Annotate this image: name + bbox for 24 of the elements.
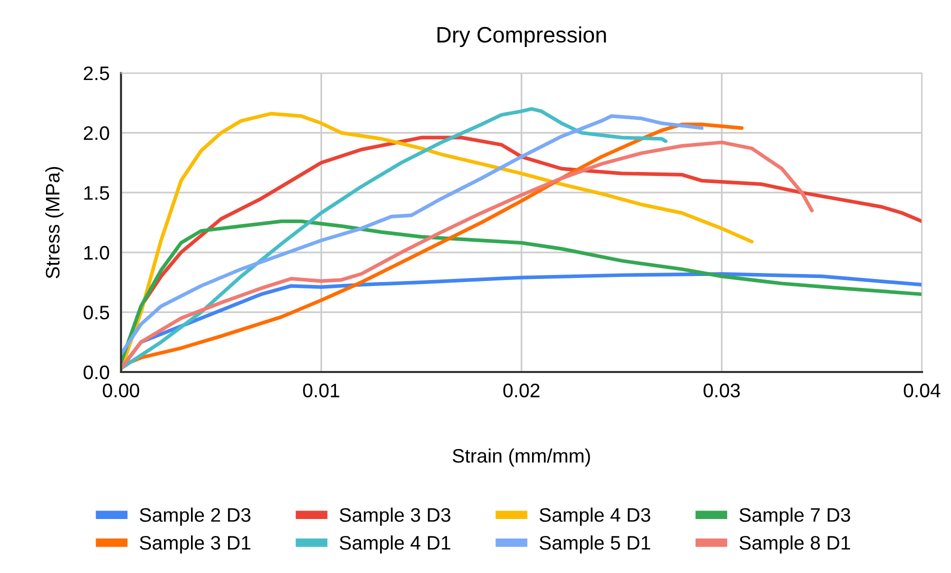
legend-label: Sample 5 D1 <box>540 535 650 554</box>
legend-label: Sample 4 D3 <box>540 508 650 526</box>
y-tick-label: 1.5 <box>84 186 110 200</box>
y-axis-title: Stress (MPa) <box>45 166 64 278</box>
x-tick-label: 0.01 <box>303 384 340 398</box>
legend-label: Sample 3 D1 <box>140 535 250 554</box>
y-tick-label: 2.5 <box>84 66 110 80</box>
legend-label: Sample 8 D1 <box>739 535 850 554</box>
x-tick-label: 0.04 <box>904 384 940 398</box>
legend-label: Sample 7 D3 <box>739 508 850 526</box>
legend-label: Sample 4 D1 <box>340 535 450 554</box>
line-series <box>121 140 814 370</box>
line-series <box>121 220 922 364</box>
y-tick-label: 1.0 <box>84 246 110 260</box>
legend-label: Sample 2 D3 <box>140 508 250 526</box>
y-tick-label: 0.0 <box>84 365 110 380</box>
x-axis-title: Strain (mm/mm) <box>452 448 590 467</box>
x-tick-label: 0.00 <box>102 384 140 398</box>
y-tick-label: 2.0 <box>84 126 110 140</box>
chart-title: Dry Compression <box>438 26 606 48</box>
x-tick-label: 0.02 <box>503 384 540 398</box>
y-tick-label: 0.5 <box>84 306 110 320</box>
x-tick-label: 0.03 <box>704 384 740 398</box>
legend-label: Sample 3 D3 <box>340 508 450 526</box>
